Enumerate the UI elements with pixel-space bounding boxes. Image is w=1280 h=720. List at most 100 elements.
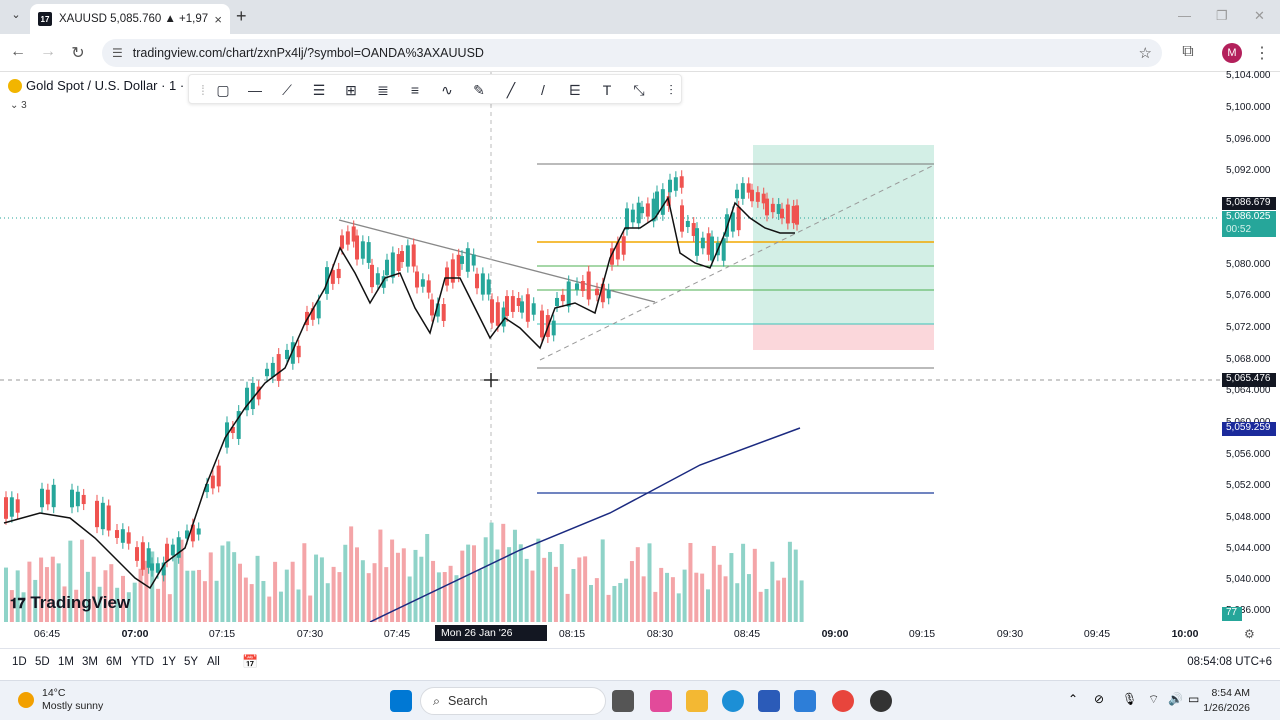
more-tools-icon[interactable]: ⫶ xyxy=(669,82,673,98)
avatar[interactable]: M xyxy=(1222,43,1242,63)
volume-bar xyxy=(109,564,114,622)
range-6m[interactable]: 6M xyxy=(106,656,122,668)
price-label: 5,072.000 xyxy=(1226,322,1271,333)
app-icon-2[interactable] xyxy=(870,690,892,712)
candle-body xyxy=(325,267,329,294)
network-icon[interactable]: ⊘ xyxy=(1094,692,1105,706)
system-clock[interactable]: 8:54 AM 1/26/2026 xyxy=(1203,686,1250,716)
volume-bar xyxy=(711,545,716,622)
pattern-tool-icon[interactable]: ∿ xyxy=(441,82,453,98)
back-icon[interactable]: ← xyxy=(10,43,26,60)
wifi-icon[interactable]: ⌔ xyxy=(1148,692,1160,706)
drag-handle-icon[interactable]: ⁞ xyxy=(201,82,205,98)
bookmark-star-icon[interactable]: ☆ xyxy=(1138,45,1152,62)
battery-icon[interactable]: ▭ xyxy=(1188,692,1200,706)
weather-widget[interactable]: 14°C Mostly sunny xyxy=(18,687,103,713)
volume-bar xyxy=(472,545,476,622)
browser-tab[interactable]: 17 XAUUSD 5,085.760 ▲ +1,97% U × xyxy=(30,4,230,34)
current-price-tag: 5,086.025 xyxy=(1222,211,1276,224)
price-chart[interactable] xyxy=(0,72,1280,622)
maximize-icon[interactable]: ❐ xyxy=(1216,8,1228,23)
windows-start-icon[interactable] xyxy=(390,690,412,712)
volume-bar xyxy=(191,570,196,622)
volume-bar xyxy=(395,552,400,622)
volume-bar xyxy=(85,571,90,622)
candle-body xyxy=(525,294,530,322)
candle-body xyxy=(460,256,464,264)
file-explorer-icon[interactable] xyxy=(686,690,708,712)
fib-channel-tool-icon[interactable]: ⋿ xyxy=(568,82,582,98)
indicator-toggle[interactable]: ⌄ 3 xyxy=(10,100,27,111)
volume-icon[interactable]: 🔊 xyxy=(1168,692,1183,706)
candle-body xyxy=(740,183,745,199)
horizontal-line-tool-icon[interactable]: — xyxy=(248,82,262,98)
chevron-up-icon[interactable]: ⌃ xyxy=(1068,692,1079,706)
range-1d[interactable]: 1D xyxy=(12,656,27,668)
candle-body xyxy=(230,426,235,434)
rectangle-tool-icon[interactable]: ▢ xyxy=(216,82,230,98)
volume-bar xyxy=(782,577,787,622)
range-1y[interactable]: 1Y xyxy=(162,656,177,668)
volume-bar xyxy=(349,526,354,622)
task-view-icon[interactable] xyxy=(612,690,634,712)
volume-bar xyxy=(758,591,763,622)
range-5y[interactable]: 5Y xyxy=(184,656,199,668)
copilot-icon[interactable] xyxy=(650,690,672,712)
settings-gear-icon[interactable]: ⚙ xyxy=(1244,627,1255,641)
date-range-icon[interactable]: 📅 xyxy=(242,654,259,669)
reload-icon[interactable]: ↻ xyxy=(71,45,85,62)
volume-tag: 77 xyxy=(1222,607,1242,621)
forward-icon[interactable]: → xyxy=(40,43,56,60)
grid-tool-icon[interactable]: ⊞ xyxy=(345,82,357,98)
candle-body xyxy=(430,299,434,316)
range-ytd[interactable]: YTD xyxy=(131,656,154,668)
browser-menu-icon[interactable]: ⋮ xyxy=(1254,45,1270,62)
candle-body xyxy=(610,248,614,265)
candle-body xyxy=(4,497,8,519)
fib-retracement-tool-icon[interactable]: ≣ xyxy=(377,82,389,98)
candle-body xyxy=(355,235,359,260)
close-window-icon[interactable]: ✕ xyxy=(1254,8,1265,23)
volume-bar xyxy=(577,557,582,622)
tab-search-icon[interactable]: ⌄ xyxy=(11,9,21,21)
site-info-icon[interactable]: ☰ xyxy=(112,46,123,60)
extended-line-tool-icon[interactable]: / xyxy=(541,82,545,98)
symbol-title[interactable]: Gold Spot / U.S. Dollar · 1 · xyxy=(8,78,184,93)
chrome-icon[interactable] xyxy=(832,690,854,712)
ray-tool-icon[interactable]: ╱ xyxy=(506,82,516,98)
volume-bar xyxy=(682,569,687,622)
candle-body xyxy=(761,193,766,204)
range-5d[interactable]: 5D xyxy=(35,656,50,668)
candle-body xyxy=(210,475,215,489)
volume-bar xyxy=(776,580,781,622)
volume-bar xyxy=(284,569,289,622)
price-label: 5,100.000 xyxy=(1226,102,1271,113)
taskbar-search[interactable]: ⌕ Search xyxy=(420,687,606,715)
extensions-icon[interactable]: ⧉ xyxy=(1182,43,1194,60)
edge-icon[interactable] xyxy=(722,690,744,712)
fib-extension-tool-icon[interactable]: ≡ xyxy=(410,82,420,98)
url-field[interactable]: ☰ tradingview.com/chart/zxnPx4lj/?symbol… xyxy=(102,39,1162,67)
candle-body xyxy=(695,228,699,256)
app-icon[interactable] xyxy=(794,690,816,712)
text-tool-icon[interactable]: T xyxy=(602,82,612,98)
parallel-channel-tool-icon[interactable]: ☰ xyxy=(312,82,326,98)
trend-line-tool-icon[interactable]: ⟋ xyxy=(282,82,292,98)
volume-bar xyxy=(454,575,459,622)
candle-body xyxy=(679,176,684,188)
store-icon[interactable] xyxy=(758,690,780,712)
utc-clock[interactable]: 08:54:08 UTC+6 xyxy=(1187,656,1272,668)
range-all[interactable]: All xyxy=(207,656,220,668)
tab-close-icon[interactable]: × xyxy=(214,11,222,27)
volume-bar xyxy=(249,584,254,622)
range-3m[interactable]: 3M xyxy=(82,656,98,668)
brush-tool-icon[interactable]: ✎ xyxy=(473,82,485,98)
range-1m[interactable]: 1M xyxy=(58,656,74,668)
new-tab-button[interactable]: + xyxy=(236,6,247,26)
mic-icon[interactable]: 🎙 xyxy=(1122,692,1138,706)
measure-tool-icon[interactable]: ⤡ xyxy=(633,82,645,98)
volume-bar xyxy=(132,582,137,622)
candle-body xyxy=(400,251,404,262)
volume-bar xyxy=(665,572,670,622)
minimize-icon[interactable]: — xyxy=(1178,8,1191,23)
